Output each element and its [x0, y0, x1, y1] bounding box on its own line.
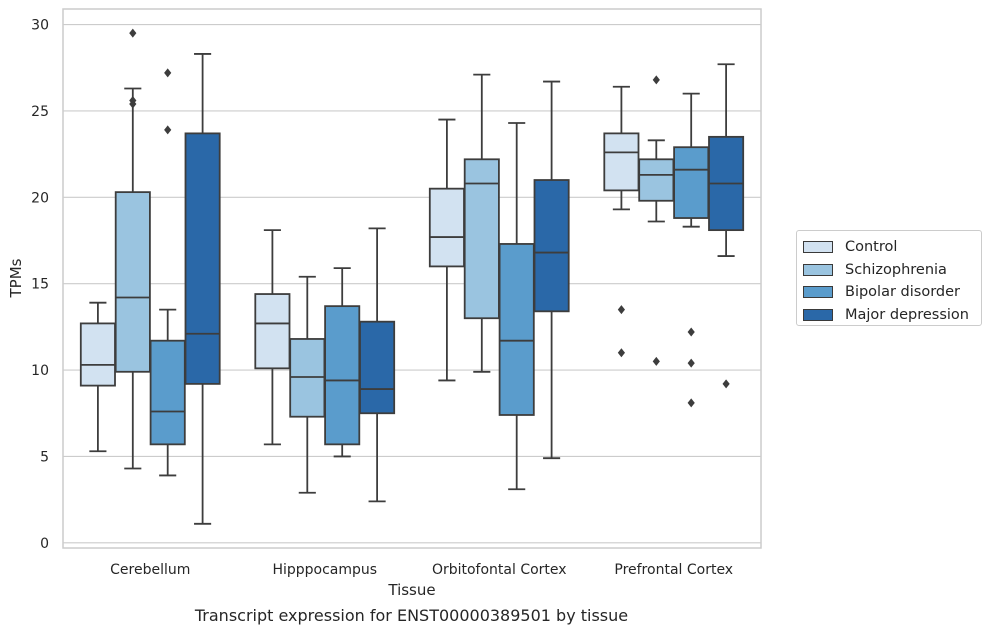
y-tick-label: 10	[31, 363, 49, 379]
legend-swatch	[803, 308, 833, 321]
legend: Control Schizophrenia Bipolar disorder Majo…	[796, 230, 982, 326]
figure-caption: Transcript expression for ENST0000038950…	[194, 606, 629, 625]
outlier-point	[164, 68, 172, 78]
x-tick-label: Cerebellum	[110, 562, 190, 578]
box-schizophrenia-2	[463, 73, 500, 373]
box-iqr	[603, 132, 640, 192]
box-iqr	[533, 179, 570, 313]
legend-swatch	[803, 263, 833, 276]
box-bipolar-disorder-3	[673, 92, 710, 408]
outlier-point	[687, 327, 695, 337]
box-iqr	[638, 158, 675, 202]
y-tick-label: 15	[31, 277, 49, 293]
x-tick-label: Orbitofontal Cortex	[432, 562, 567, 578]
y-tick-label: 5	[40, 449, 49, 465]
outlier-point	[687, 398, 695, 408]
box-bipolar-disorder-1	[324, 267, 361, 458]
box-major-depression-0	[184, 53, 221, 525]
box-bipolar-disorder-0	[149, 68, 186, 477]
box-iqr	[114, 191, 151, 373]
legend-label: Bipolar disorder	[845, 284, 960, 301]
legend-label: Control	[845, 239, 898, 256]
box-iqr	[149, 339, 186, 446]
outlier-point	[164, 125, 172, 135]
legend-item: Schizophrenia	[803, 259, 981, 282]
y-tick-label: 30	[31, 18, 49, 34]
box-iqr	[463, 158, 500, 320]
box-iqr	[324, 305, 361, 446]
box-iqr	[498, 243, 535, 416]
box-major-depression-2	[533, 80, 570, 460]
box-control-0	[79, 301, 116, 453]
box-schizophrenia-1	[289, 275, 326, 494]
box-control-3	[603, 85, 640, 358]
box-iqr	[428, 187, 465, 268]
outlier-point	[129, 99, 137, 109]
x-tick-labels: Cerebellum Hipppocampus Orbitofontal Corte…	[110, 562, 733, 578]
legend-item: Control	[803, 236, 981, 259]
legend-item: Bipolar disorder	[803, 281, 981, 304]
x-tick-label: Prefrontal Cortex	[614, 562, 733, 578]
plot-frame	[62, 8, 762, 549]
y-tick-label: 0	[40, 536, 49, 552]
box-major-depression-3	[708, 63, 745, 389]
box-iqr	[359, 320, 396, 415]
outlier-point	[617, 348, 625, 358]
y-tick-label: 20	[31, 190, 49, 206]
legend-label: Schizophrenia	[845, 261, 947, 278]
y-axis-label: TPMs	[7, 258, 25, 298]
outlier-point	[652, 75, 660, 85]
box-major-depression-1	[359, 227, 396, 503]
box-schizophrenia-3	[638, 75, 675, 366]
x-axis-label: Tissue	[387, 581, 435, 599]
box-schizophrenia-0	[114, 28, 151, 470]
outlier-point	[652, 356, 660, 366]
y-tick-labels: 0 5 10 15 20 25 30	[31, 18, 49, 552]
outlier-point	[617, 305, 625, 315]
box-iqr	[673, 146, 710, 219]
outlier-point	[722, 379, 730, 389]
legend-swatch	[803, 286, 833, 299]
box-control-2	[428, 118, 465, 382]
box-control-1	[254, 229, 291, 446]
box-bipolar-disorder-2	[498, 122, 535, 491]
x-tick-label: Hipppocampus	[272, 562, 377, 578]
box-iqr	[254, 293, 291, 370]
legend-label: Major depression	[845, 306, 969, 323]
legend-swatch	[803, 241, 833, 254]
outlier-point	[129, 28, 137, 38]
box-series	[79, 28, 745, 525]
legend-item: Major depression	[803, 304, 981, 327]
y-tick-label: 25	[31, 104, 49, 120]
box-iqr	[79, 322, 116, 387]
box-iqr	[184, 132, 221, 385]
outlier-point	[687, 358, 695, 368]
